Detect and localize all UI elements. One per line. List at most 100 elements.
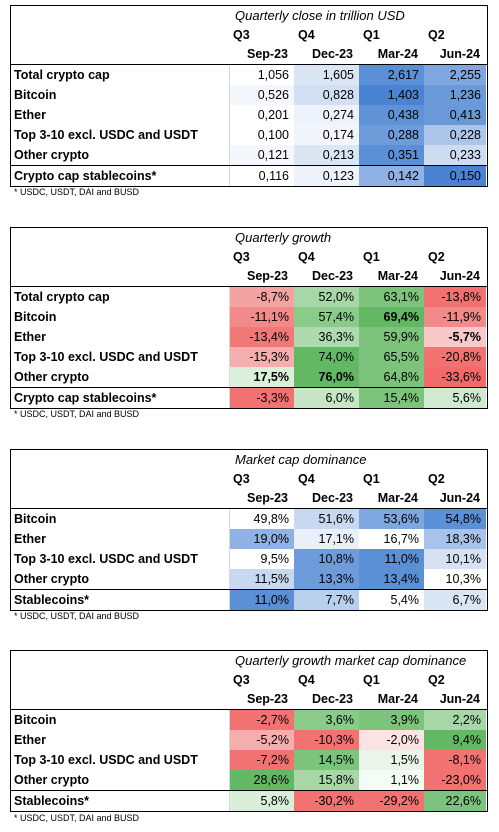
panel-growth-market-cap-dominance: Quarterly growth market cap dominance Q3… bbox=[10, 650, 488, 812]
row-label: Stablecoins* bbox=[14, 794, 90, 808]
row-label: Top 3-10 excl. USDC and USDT bbox=[14, 753, 198, 767]
value-cell: 1,5% bbox=[359, 750, 424, 770]
value-cell: -5,2% bbox=[229, 730, 294, 750]
row-label: Other crypto bbox=[14, 572, 90, 586]
month-label: Dec-23 bbox=[312, 47, 353, 61]
panel-market-cap-dominance: Market cap dominance Q3 Q4 Q1 Q2 Sep-23 … bbox=[10, 449, 488, 611]
panel-title: Quarterly growth bbox=[235, 230, 332, 245]
row-label: Ether bbox=[14, 532, 46, 546]
value-cell: 0,526 bbox=[229, 85, 294, 105]
footnote: * USDC, USDT, DAI and BUSD bbox=[14, 813, 140, 823]
value-cell: 14,5% bbox=[294, 750, 359, 770]
value-cell: 36,3% bbox=[294, 327, 359, 347]
quarter-header-row: Q3 Q4 Q1 Q2 bbox=[11, 470, 487, 489]
value-cell: 1,056 bbox=[229, 65, 294, 85]
row-label: Crypto cap stablecoins* bbox=[14, 391, 157, 405]
table-row: Stablecoins* 11,0% 7,7% 5,4% 6,7% bbox=[11, 589, 487, 610]
value-cell: 49,8% bbox=[229, 509, 294, 529]
table-row: Crypto cap stablecoins* -3,3% 6,0% 15,4%… bbox=[11, 387, 487, 408]
quarter-label: Q2 bbox=[428, 28, 445, 42]
value-cell: 0,123 bbox=[294, 166, 359, 186]
value-cell: 6,7% bbox=[424, 590, 486, 610]
month-label: Dec-23 bbox=[312, 269, 353, 283]
value-cell: 9,5% bbox=[229, 549, 294, 569]
table-row: Top 3-10 excl. USDC and USDT 0,100 0,174… bbox=[11, 125, 487, 145]
row-label: Ether bbox=[14, 108, 46, 122]
value-cell: 65,5% bbox=[359, 347, 424, 367]
row-label: Bitcoin bbox=[14, 713, 57, 727]
table-row: Bitcoin 0,526 0,828 1,403 1,236 bbox=[11, 85, 487, 105]
row-label: Total crypto cap bbox=[14, 68, 110, 82]
value-cell: 0,100 bbox=[229, 125, 294, 145]
value-cell: 0,142 bbox=[359, 166, 424, 186]
value-cell: 6,0% bbox=[294, 388, 359, 408]
value-cell: 2,2% bbox=[424, 710, 486, 730]
value-cell: 0,116 bbox=[229, 166, 294, 186]
value-cell: 0,150 bbox=[424, 166, 486, 186]
table-row: Ether 19,0% 17,1% 16,7% 18,3% bbox=[11, 529, 487, 549]
quarter-label: Q1 bbox=[363, 28, 380, 42]
value-cell: -8,7% bbox=[229, 287, 294, 307]
month-label: Sep-23 bbox=[247, 491, 288, 505]
panel-quarterly-growth: Quarterly growth Q3 Q4 Q1 Q2 Sep-23 Dec-… bbox=[10, 227, 488, 409]
value-cell: 5,6% bbox=[424, 388, 486, 408]
value-cell: 18,3% bbox=[424, 529, 486, 549]
table-row: Crypto cap stablecoins* 0,116 0,123 0,14… bbox=[11, 165, 487, 186]
value-cell: -2,0% bbox=[359, 730, 424, 750]
row-label: Bitcoin bbox=[14, 88, 57, 102]
row-label: Total crypto cap bbox=[14, 290, 110, 304]
month-label: Jun-24 bbox=[439, 47, 480, 61]
value-cell: 11,5% bbox=[229, 569, 294, 589]
value-cell: 57,4% bbox=[294, 307, 359, 327]
value-cell: -13,8% bbox=[424, 287, 486, 307]
value-cell: 59,9% bbox=[359, 327, 424, 347]
value-cell: 2,617 bbox=[359, 65, 424, 85]
quarter-header-row: Q3 Q4 Q1 Q2 bbox=[11, 671, 487, 690]
value-cell: 7,7% bbox=[294, 590, 359, 610]
row-label: Other crypto bbox=[14, 148, 90, 162]
value-cell: 53,6% bbox=[359, 509, 424, 529]
table-row: Total crypto cap -8,7% 52,0% 63,1% -13,8… bbox=[11, 287, 487, 307]
value-cell: 0,228 bbox=[424, 125, 486, 145]
row-label: Top 3-10 excl. USDC and USDT bbox=[14, 350, 198, 364]
value-cell: -8,1% bbox=[424, 750, 486, 770]
footnote: * USDC, USDT, DAI and BUSD bbox=[14, 187, 140, 197]
panel-quarterly-close: Quarterly close in trillion USD Q3 Q4 Q1… bbox=[10, 5, 488, 187]
footnote: * USDC, USDT, DAI and BUSD bbox=[14, 611, 140, 621]
value-cell: 5,8% bbox=[229, 791, 294, 811]
value-cell: -20,8% bbox=[424, 347, 486, 367]
table-row: Other crypto 17,5% 76,0% 64,8% -33,6% bbox=[11, 367, 487, 387]
month-label: Sep-23 bbox=[247, 269, 288, 283]
value-cell: 63,1% bbox=[359, 287, 424, 307]
quarter-label: Q1 bbox=[363, 472, 380, 486]
row-label: Ether bbox=[14, 733, 46, 747]
value-cell: 9,4% bbox=[424, 730, 486, 750]
month-header-row: Sep-23 Dec-23 Mar-24 Jun-24 bbox=[11, 267, 487, 286]
quarter-label: Q1 bbox=[363, 673, 380, 687]
value-cell: 1,236 bbox=[424, 85, 486, 105]
value-cell: 64,8% bbox=[359, 367, 424, 387]
value-cell: -11,1% bbox=[229, 307, 294, 327]
value-cell: -30,2% bbox=[294, 791, 359, 811]
value-cell: 17,1% bbox=[294, 529, 359, 549]
table-row: Other crypto 0,121 0,213 0,351 0,233 bbox=[11, 145, 487, 165]
table-row: Ether -5,2% -10,3% -2,0% 9,4% bbox=[11, 730, 487, 750]
month-label: Mar-24 bbox=[377, 269, 418, 283]
quarter-label: Q1 bbox=[363, 250, 380, 264]
row-label: Stablecoins* bbox=[14, 593, 90, 607]
value-cell: 54,8% bbox=[424, 509, 486, 529]
value-cell: -7,2% bbox=[229, 750, 294, 770]
value-cell: 17,5% bbox=[229, 367, 294, 387]
value-cell: 0,438 bbox=[359, 105, 424, 125]
row-label: Crypto cap stablecoins* bbox=[14, 169, 157, 183]
table-row: Stablecoins* 5,8% -30,2% -29,2% 22,6% bbox=[11, 790, 487, 811]
month-label: Mar-24 bbox=[377, 692, 418, 706]
month-label: Jun-24 bbox=[439, 491, 480, 505]
row-label: Top 3-10 excl. USDC and USDT bbox=[14, 552, 198, 566]
value-cell: -10,3% bbox=[294, 730, 359, 750]
value-cell: 22,6% bbox=[424, 791, 486, 811]
value-cell: -13,4% bbox=[229, 327, 294, 347]
value-cell: -23,0% bbox=[424, 770, 486, 790]
value-cell: -3,3% bbox=[229, 388, 294, 408]
value-cell: 0,274 bbox=[294, 105, 359, 125]
